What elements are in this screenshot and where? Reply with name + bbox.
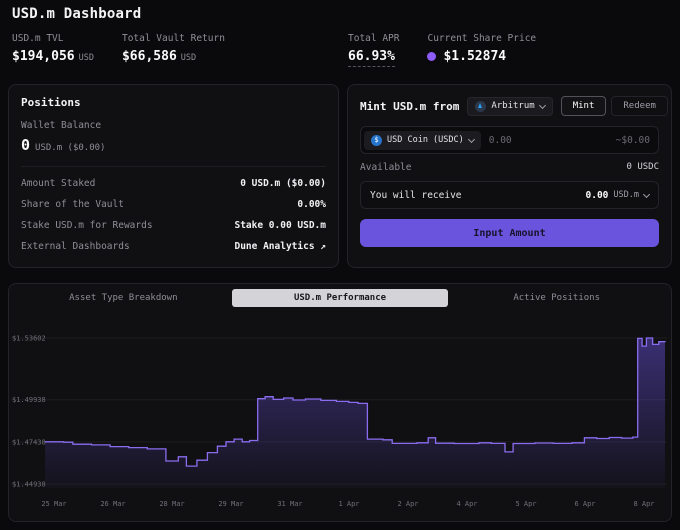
- stat-share-price-label: Current Share Price: [427, 33, 537, 44]
- receive-label: You will receive: [370, 189, 462, 201]
- usd-estimate: ~$0.00: [615, 134, 650, 146]
- row-stake-for-rewards: Stake USD.m for Rewards Stake 0.00 USD.m: [21, 215, 326, 236]
- chevron-down-icon: [642, 190, 651, 198]
- stat-apr-value[interactable]: 66.93%: [348, 49, 395, 67]
- stats-group-left: USD.m TVL $194,056 USD Total Vault Retur…: [12, 33, 225, 64]
- positions-panel: Positions Wallet Balance 0 USD.m ($0.00)…: [8, 84, 339, 268]
- wallet-balance-suffix: USD.m ($0.00): [35, 143, 106, 153]
- positions-rows: Amount Staked 0 USD.m ($0.00) Share of t…: [21, 166, 326, 257]
- y-axis-label: $1.44938: [12, 481, 46, 489]
- mint-button[interactable]: Mint: [560, 96, 607, 116]
- y-axis-label: $1.49938: [12, 396, 46, 404]
- amount-box: $ USD Coin (USDC) ~$0.00: [360, 126, 659, 154]
- amount-staked-value: 0 USD.m ($0.00): [240, 178, 326, 189]
- x-axis-label: 29 Mar: [218, 500, 243, 508]
- y-axis-label: $1.47438: [12, 438, 46, 446]
- receive-box: You will receive 0.00 USD.m: [360, 181, 659, 209]
- stat-apr-value-row: 66.93%: [348, 49, 399, 67]
- stat-apr-label: Total APR: [348, 33, 400, 44]
- wallet-balance-row: 0 USD.m ($0.00): [21, 136, 326, 154]
- token-label: USD Coin (USDC): [387, 135, 464, 145]
- available-row: Available 0 USDC: [360, 162, 659, 173]
- stat-share-price: Current Share Price $1.52874: [427, 33, 536, 67]
- external-dashboards-label: External Dashboards: [21, 241, 130, 252]
- y-axis-label: $1.53602: [12, 335, 46, 343]
- stat-apr: Total APR 66.93%: [348, 33, 399, 67]
- x-axis-label: 28 Mar: [159, 500, 184, 508]
- share-price-line: [45, 337, 666, 467]
- available-value: 0 USDC: [626, 162, 659, 172]
- submit-button[interactable]: Input Amount: [360, 219, 659, 247]
- row-external-dashboards: External Dashboards Dune Analytics ↗: [21, 236, 326, 257]
- receive-token-select[interactable]: 0.00 USD.m: [585, 189, 651, 201]
- stake-usdm-link[interactable]: Stake 0.00 USD.m: [234, 220, 326, 231]
- mint-panel: Mint USD.m from Arbitrum Mint Redeem $ U…: [347, 84, 672, 268]
- x-axis-label: 4 Apr: [456, 500, 477, 508]
- x-axis-label: 2 Apr: [397, 500, 418, 508]
- mint-header: Mint USD.m from Arbitrum Mint Redeem: [360, 96, 668, 116]
- stat-tvl-unit: USD: [78, 53, 94, 63]
- stat-share-price-value-row: $1.52874: [427, 49, 536, 64]
- chart-area-fill: [45, 338, 665, 488]
- dune-analytics-link[interactable]: Dune Analytics ↗: [234, 241, 326, 252]
- tab-active-positions[interactable]: Active Positions: [513, 293, 601, 303]
- receive-value: 0.00: [585, 189, 609, 201]
- chevron-down-icon: [467, 135, 475, 143]
- network-select[interactable]: Arbitrum: [467, 96, 553, 116]
- share-of-vault-value: 0.00%: [297, 199, 326, 210]
- chart-tabs: Asset Type Breakdown USD.m Performance A…: [9, 284, 671, 310]
- positions-title: Positions: [21, 96, 81, 109]
- row-share-of-vault: Share of the Vault 0.00%: [21, 194, 326, 215]
- tab-asset-type-breakdown[interactable]: Asset Type Breakdown: [69, 293, 178, 303]
- network-label: Arbitrum: [491, 101, 535, 111]
- stat-tvl: USD.m TVL $194,056 USD: [12, 33, 94, 64]
- stat-tvl-value: $194,056: [12, 49, 75, 64]
- performance-chart: $1.53602 $1.49938 $1.47438 $1.44938 25 Mar 26…: [11, 335, 667, 508]
- receive-unit: USD.m: [613, 190, 639, 200]
- chart-panel: Asset Type Breakdown USD.m Performance A…: [8, 283, 672, 522]
- stat-vault-return: Total Vault Return $66,586 USD: [122, 33, 225, 64]
- wallet-balance-value: 0: [21, 136, 31, 154]
- tab-usdm-performance[interactable]: USD.m Performance: [231, 289, 449, 307]
- x-axis-label: 6 Apr: [574, 500, 595, 508]
- stat-vault-return-label: Total Vault Return: [121, 33, 225, 44]
- arbitrum-icon: [475, 100, 487, 112]
- stat-vault-return-value: $66,586: [121, 49, 177, 64]
- x-axis-label: 25 Mar: [41, 500, 66, 508]
- amount-staked-label: Amount Staked: [21, 178, 96, 189]
- stats-group-right: Total APR 66.93% Current Share Price $1.…: [348, 33, 536, 67]
- x-axis-label: 26 Mar: [100, 500, 125, 508]
- stat-tvl-value-row: $194,056 USD: [12, 49, 94, 64]
- row-amount-staked: Amount Staked 0 USD.m ($0.00): [21, 173, 326, 194]
- x-axis-label: 8 Apr: [633, 500, 654, 508]
- stat-tvl-label: USD.m TVL: [12, 33, 64, 44]
- mode-buttons: Mint Redeem: [560, 96, 668, 116]
- page-title: USD.m Dashboard: [12, 6, 142, 22]
- amount-input[interactable]: [488, 134, 608, 146]
- token-select[interactable]: $ USD Coin (USDC): [364, 130, 481, 150]
- stat-vault-return-value-row: $66,586 USD: [122, 49, 225, 64]
- stat-share-price-value: $1.52874: [443, 49, 507, 64]
- x-axis-label: 5 Apr: [515, 500, 536, 508]
- redeem-button[interactable]: Redeem: [611, 96, 668, 116]
- chevron-down-icon: [538, 101, 546, 109]
- stake-for-rewards-label: Stake USD.m for Rewards: [21, 220, 153, 231]
- x-axis-label: 1 Apr: [338, 500, 359, 508]
- available-label: Available: [360, 162, 412, 173]
- usdc-icon: $: [371, 134, 382, 146]
- wallet-balance-label: Wallet Balance: [21, 120, 102, 131]
- stat-vault-return-unit: USD: [180, 53, 197, 63]
- mint-title: Mint USD.m from: [360, 99, 460, 113]
- x-axis-label: 31 Mar: [277, 500, 302, 508]
- share-of-vault-label: Share of the Vault: [21, 199, 124, 210]
- share-price-dot-icon: [427, 52, 437, 61]
